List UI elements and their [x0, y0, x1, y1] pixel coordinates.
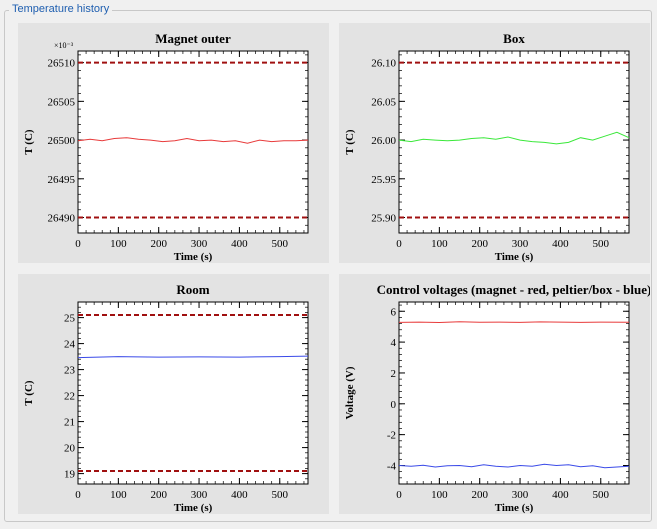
- y-tick-label: -4: [387, 460, 397, 472]
- y-tick-label: 26495: [48, 174, 76, 186]
- y-tick-label: 19: [64, 469, 76, 481]
- temperature-history-group: [4, 10, 652, 522]
- chart-svg: Control voltages (magnet - red, peltier/…: [344, 282, 650, 514]
- y-tick-label: 26.00: [371, 135, 396, 147]
- y-tick-label: 24: [64, 339, 76, 351]
- x-tick-label: 200: [471, 238, 488, 250]
- x-tick-label: 200: [471, 489, 488, 501]
- series-line: [398, 463, 630, 469]
- x-tick-label: 0: [75, 238, 81, 250]
- y-tick-label: 22: [64, 391, 75, 403]
- x-tick-label: 300: [512, 238, 529, 250]
- x-tick-label: 0: [396, 489, 402, 501]
- y-tick-label: 2: [391, 368, 397, 380]
- x-axis-label: Time (s): [495, 251, 534, 263]
- series-line: [398, 131, 630, 145]
- series-line: [77, 137, 309, 144]
- x-tick-label: 100: [431, 489, 448, 501]
- y-tick-label: 23: [64, 365, 76, 377]
- plot-area: [398, 301, 630, 485]
- y-tick-label: -2: [387, 430, 396, 442]
- plot-area: [77, 301, 309, 485]
- x-tick-label: 100: [110, 238, 127, 250]
- y-axis-label: T (C): [344, 129, 356, 154]
- x-tick-label: 500: [272, 238, 289, 250]
- y-tick-label: 25: [64, 313, 76, 325]
- chart-title: Box: [503, 31, 525, 46]
- series-line: [398, 321, 630, 324]
- x-axis-label: Time (s): [174, 251, 213, 263]
- y-tick-label: 6: [391, 306, 397, 318]
- y-axis-label: T (C): [23, 380, 35, 405]
- room-plot: Room 0 100 200 300 400 500 19 20 21 22 23 24 25 Time (…: [18, 274, 329, 514]
- y-tick-label: 25.95: [371, 174, 396, 186]
- y-axis-label: T (C): [23, 129, 35, 154]
- x-tick-label: 200: [150, 489, 167, 501]
- x-tick-label: 400: [231, 238, 248, 250]
- y-tick-label: 0: [391, 399, 397, 411]
- x-tick-label: 400: [552, 489, 569, 501]
- y-tick-label: 26505: [48, 96, 76, 108]
- x-tick-label: 400: [552, 238, 569, 250]
- magnet-outer-plot: Magnet outer 0 100 200 300 400 500 26490 26495 26…: [18, 23, 329, 263]
- x-tick-label: 300: [191, 238, 208, 250]
- y-axis-label: Voltage (V): [344, 366, 356, 419]
- x-tick-label: 100: [110, 489, 127, 501]
- x-tick-label: 300: [512, 489, 529, 501]
- y-tick-label: 26510: [48, 58, 76, 70]
- chart-svg: Box 0 100 200 300 400 500 25.90 25.95 26.00 26.05 2…: [344, 31, 630, 263]
- x-tick-label: 500: [593, 489, 610, 501]
- y-tick-label: 26.10: [371, 58, 396, 70]
- chart-title: Room: [176, 282, 209, 297]
- y-tick-label: 25.90: [371, 213, 396, 225]
- x-tick-label: 0: [396, 238, 402, 250]
- group-title: Temperature history: [9, 3, 113, 15]
- x-tick-label: 500: [593, 238, 610, 250]
- plot-area: [398, 50, 630, 234]
- x-tick-label: 400: [231, 489, 248, 501]
- series-line: [77, 355, 309, 359]
- y-tick-label: 20: [64, 443, 76, 455]
- y-tick-label: 21: [64, 417, 75, 429]
- y-tick-label: 26500: [48, 135, 76, 147]
- y-tick-label: 26490: [48, 213, 76, 225]
- x-tick-label: 500: [272, 489, 289, 501]
- x-axis-label: Time (s): [495, 502, 534, 514]
- x-axis-label: Time (s): [174, 502, 213, 514]
- y-tick-label: 26.05: [371, 96, 396, 108]
- plot-area: [77, 50, 309, 234]
- x-tick-label: 0: [75, 489, 81, 501]
- chart-svg: Magnet outer 0 100 200 300 400 500 26490 26495 26…: [23, 31, 309, 263]
- chart-title: Control voltages (magnet - red, peltier/…: [377, 282, 650, 297]
- x-tick-label: 100: [431, 238, 448, 250]
- chart-svg: Room 0 100 200 300 400 500 19 20 21 22 23 24 25 Time (…: [23, 282, 309, 514]
- y-exponent-label: ×10⁻³: [54, 41, 74, 50]
- x-tick-label: 300: [191, 489, 208, 501]
- control-voltages-plot: Control voltages (magnet - red, peltier/…: [339, 274, 650, 514]
- box-plot: Box 0 100 200 300 400 500 25.90 25.95 26.00 26.05 2…: [339, 23, 650, 263]
- y-tick-label: 4: [391, 337, 397, 349]
- x-tick-label: 200: [150, 238, 167, 250]
- chart-title: Magnet outer: [155, 31, 231, 46]
